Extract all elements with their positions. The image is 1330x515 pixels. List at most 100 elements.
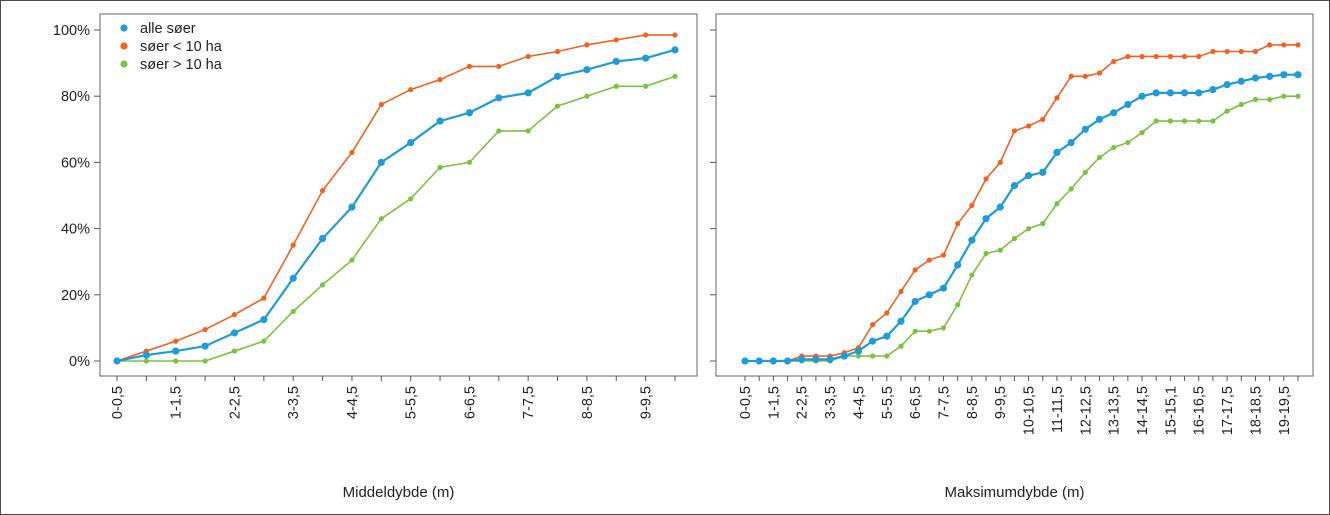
data-point [997,247,1003,253]
data-point [201,342,209,350]
data-point [318,234,327,243]
legend-marker [120,42,128,50]
data-point [898,343,904,349]
data-point [769,357,777,365]
data-point [1096,70,1103,76]
x-tick-label: 17-17,5 [1220,386,1236,435]
data-point [982,215,990,223]
data-point [1166,89,1174,97]
data-point [1167,53,1173,60]
series-2 [114,32,678,364]
series-2 [742,42,1301,364]
data-point [1181,118,1188,124]
data-point [436,117,444,125]
data-point [525,128,531,134]
data-point [939,284,948,292]
data-point [1180,89,1189,97]
data-point [437,164,443,170]
data-point [643,83,649,89]
data-point [584,93,590,99]
x-tick-label: 2-2,5 [795,386,811,419]
data-point [408,86,414,93]
data-point [290,308,296,314]
data-point [884,353,890,359]
series-line [117,75,676,362]
data-point [1124,100,1132,109]
x-tick-label: 11-11,5 [1050,386,1066,433]
data-point [1082,73,1088,79]
data-point [319,187,326,194]
data-point [870,321,876,328]
series-1 [113,46,679,365]
x-tick-label: 5-5,5 [404,386,420,419]
data-point [1125,53,1131,60]
data-point [1281,42,1287,48]
data-point [840,352,848,360]
data-point [940,325,947,331]
data-point [495,94,503,102]
data-point [378,216,384,222]
legend: alle søer søer < 10 ha søer > 10 ha [120,21,223,73]
data-point [1196,118,1202,124]
y-tick-label: 20% [61,288,90,304]
plot-area-border [99,13,698,377]
data-point [826,355,834,363]
x-tick-label: 4-4,5 [345,386,361,419]
data-point [926,257,932,263]
data-point [911,297,919,306]
data-point [1238,48,1244,55]
x-tick-label: 7-7,5 [937,386,953,419]
data-point [997,159,1003,165]
data-point [1251,74,1260,82]
data-point [897,317,905,325]
data-point [496,63,502,70]
data-point [1224,48,1230,55]
data-point [466,159,473,165]
x-tick-label: 0-0,5 [738,386,754,419]
x-tick-label: 12-12,5 [1078,386,1094,435]
data-point [1153,53,1159,60]
data-point [231,312,238,318]
data-point [955,221,961,227]
data-point [1025,226,1032,232]
data-point [1081,125,1089,133]
chart-panel-1: 0% 20% 40% 60% 80% 100% 0-0,5 1-1,5 2-2,5 3-3,5 4-… [53,13,698,501]
data-point [319,282,326,288]
x-tick-label: 18-18,5 [1248,386,1264,435]
data-point [783,357,792,365]
legend-marker [120,24,128,32]
x-tick-label: 6-6,5 [462,386,478,419]
data-point [1054,201,1060,207]
data-point [583,66,591,74]
data-point [755,357,763,365]
data-point [1167,118,1173,124]
data-point [955,302,961,308]
data-point [524,89,532,97]
series-3 [114,73,678,364]
data-point [671,46,679,54]
data-point [1139,53,1145,60]
y-tick-label: 40% [61,222,90,238]
data-point [1053,148,1061,157]
data-point [812,355,820,363]
data-point [1138,92,1146,100]
data-point [142,351,150,359]
data-point [1111,144,1117,151]
data-point [1054,95,1060,101]
data-point [1238,101,1244,108]
data-point [1011,128,1018,134]
data-point [1011,235,1018,242]
data-point [983,250,989,257]
data-point [672,73,678,79]
data-point [1068,73,1074,79]
data-point [1195,89,1203,97]
series-3 [742,93,1301,364]
data-point [1095,115,1104,123]
legend-marker [120,60,128,68]
data-point [855,353,862,359]
data-point [1209,85,1217,94]
data-point [1110,109,1118,117]
data-point [612,57,620,66]
series-1 [741,71,1302,365]
